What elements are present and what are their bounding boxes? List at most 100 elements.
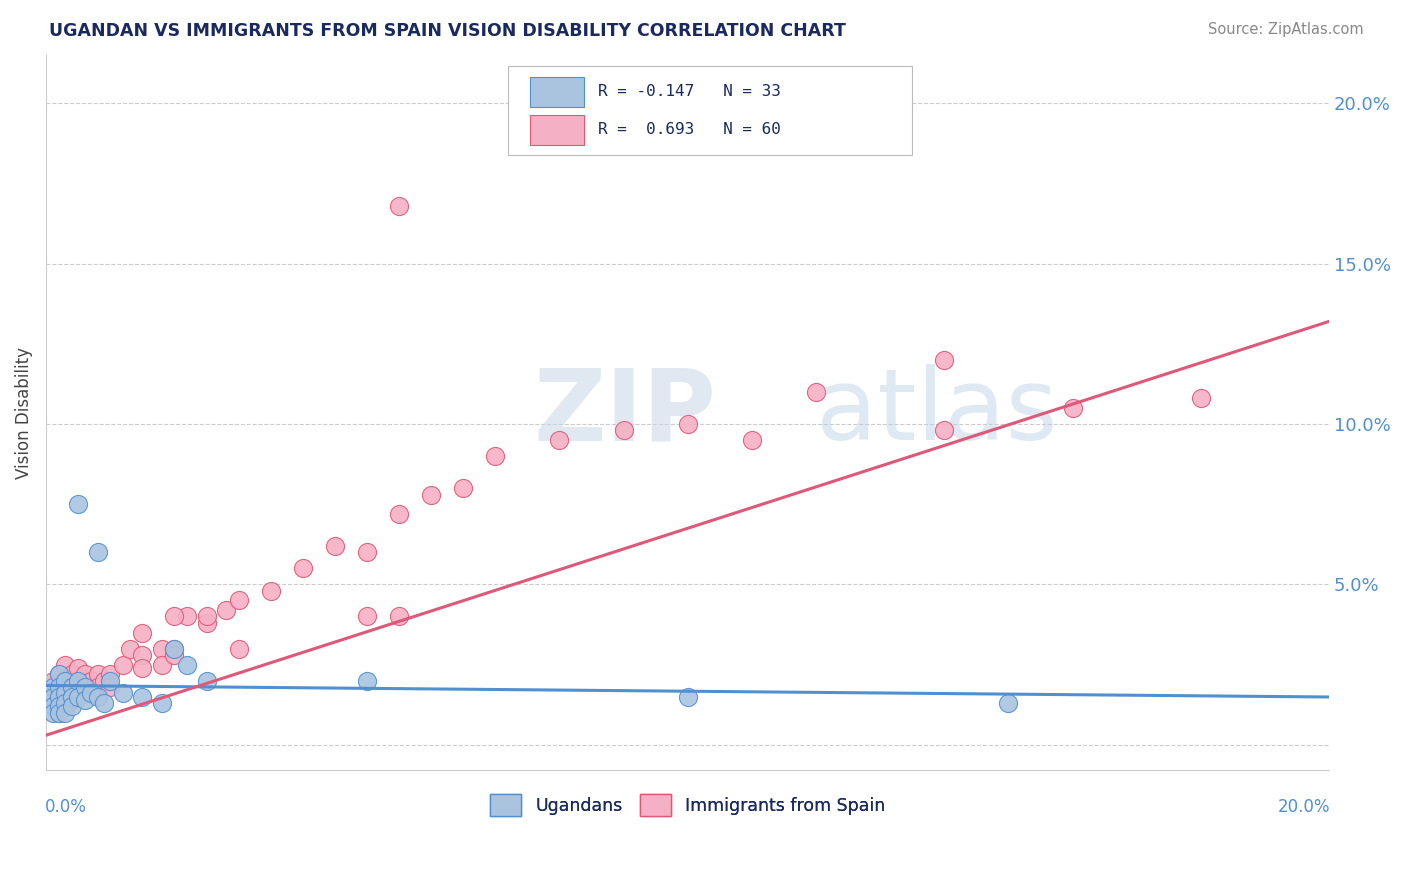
Point: [41, 706, 63, 720]
Point: [934, 352, 956, 367]
Text: R =  0.693   N = 60: R = 0.693 N = 60: [598, 122, 780, 137]
Point: [41, 680, 63, 694]
Point: [73, 667, 96, 681]
Point: [41, 699, 63, 714]
Point: [163, 641, 186, 656]
Text: R = -0.147   N = 33: R = -0.147 N = 33: [598, 84, 780, 99]
Point: [228, 593, 250, 607]
FancyBboxPatch shape: [508, 66, 912, 155]
Point: [60, 693, 83, 707]
Point: [676, 690, 699, 704]
Point: [48, 680, 70, 694]
Point: [60, 667, 83, 681]
Point: [48, 667, 70, 681]
Point: [741, 433, 763, 447]
Point: [80, 686, 103, 700]
Point: [163, 609, 186, 624]
Text: UGANDAN VS IMMIGRANTS FROM SPAIN VISION DISABILITY CORRELATION CHART: UGANDAN VS IMMIGRANTS FROM SPAIN VISION …: [49, 22, 846, 40]
Point: [80, 686, 103, 700]
Point: [163, 641, 186, 656]
Point: [118, 641, 141, 656]
Point: [55, 657, 77, 672]
Point: [176, 657, 198, 672]
Point: [55, 673, 77, 688]
Point: [73, 680, 96, 694]
Legend: Ugandans, Immigrants from Spain: Ugandans, Immigrants from Spain: [484, 788, 893, 822]
Point: [176, 609, 198, 624]
Point: [93, 696, 115, 710]
Point: [67, 497, 90, 511]
Point: [131, 690, 153, 704]
Point: [41, 699, 63, 714]
Point: [150, 657, 173, 672]
Y-axis label: Vision Disability: Vision Disability: [15, 347, 32, 479]
Point: [612, 424, 634, 438]
Point: [55, 673, 77, 688]
Point: [195, 615, 218, 630]
Point: [195, 673, 218, 688]
Text: 0.0%: 0.0%: [45, 797, 87, 815]
Point: [163, 648, 186, 662]
Point: [67, 690, 90, 704]
Point: [41, 690, 63, 704]
Point: [112, 657, 135, 672]
Point: [131, 648, 153, 662]
Point: [215, 603, 238, 617]
Point: [67, 673, 90, 688]
Point: [484, 449, 506, 463]
Point: [55, 699, 77, 714]
Point: [60, 690, 83, 704]
Point: [150, 641, 173, 656]
Point: [98, 667, 121, 681]
Point: [1189, 392, 1212, 406]
Point: [997, 696, 1019, 710]
Point: [1062, 401, 1084, 415]
Point: [98, 673, 121, 688]
Point: [131, 661, 153, 675]
Point: [67, 686, 90, 700]
Point: [804, 384, 827, 399]
Point: [48, 680, 70, 694]
Point: [86, 545, 108, 559]
Text: 20.0%: 20.0%: [1278, 797, 1330, 815]
Point: [131, 625, 153, 640]
Point: [388, 609, 411, 624]
Point: [67, 673, 90, 688]
Point: [388, 507, 411, 521]
Point: [73, 693, 96, 707]
Point: [93, 673, 115, 688]
Point: [291, 561, 314, 575]
Point: [388, 199, 411, 213]
Point: [86, 690, 108, 704]
FancyBboxPatch shape: [530, 77, 583, 107]
Point: [60, 680, 83, 694]
Point: [60, 699, 83, 714]
Point: [451, 481, 474, 495]
Point: [420, 487, 443, 501]
Point: [60, 680, 83, 694]
Point: [150, 696, 173, 710]
Point: [80, 673, 103, 688]
Point: [356, 545, 378, 559]
Point: [41, 673, 63, 688]
Point: [112, 686, 135, 700]
Point: [48, 699, 70, 714]
FancyBboxPatch shape: [530, 114, 583, 145]
Point: [48, 690, 70, 704]
Point: [55, 686, 77, 700]
Point: [260, 583, 283, 598]
Point: [73, 680, 96, 694]
Point: [48, 667, 70, 681]
Point: [676, 417, 699, 431]
Point: [41, 690, 63, 704]
Point: [228, 641, 250, 656]
Point: [323, 539, 346, 553]
Text: ZIP: ZIP: [534, 364, 717, 461]
Point: [86, 667, 108, 681]
Point: [48, 706, 70, 720]
Point: [356, 673, 378, 688]
Point: [55, 686, 77, 700]
Point: [55, 706, 77, 720]
Point: [55, 696, 77, 710]
Point: [48, 706, 70, 720]
